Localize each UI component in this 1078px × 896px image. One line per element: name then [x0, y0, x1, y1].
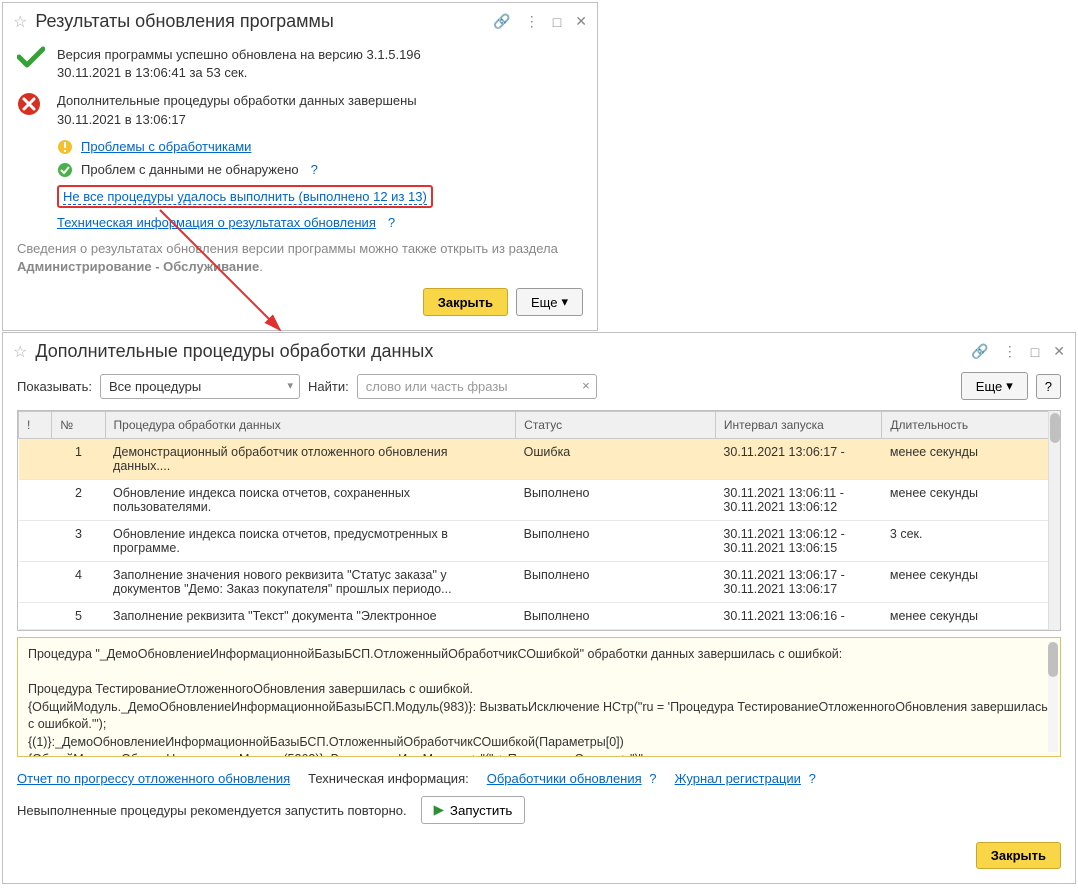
- help-icon[interactable]: ?: [649, 771, 656, 786]
- find-input[interactable]: слово или часть фразы ×: [357, 374, 597, 399]
- chevron-down-icon: ▾: [1006, 378, 1013, 394]
- success-status-row: Версия программы успешно обновлена на ве…: [17, 46, 583, 82]
- highlight-box: Не все процедуры удалось выполнить (выпо…: [57, 185, 433, 208]
- help-button[interactable]: ?: [1036, 374, 1061, 399]
- procedures-table: ! № Процедура обработки данных Статус Ин…: [18, 411, 1060, 630]
- success-line2: 30.11.2021 в 13:06:41 за 53 сек.: [57, 64, 583, 82]
- show-select[interactable]: Все процедуры: [100, 374, 300, 399]
- fail-status-row: Дополнительные процедуры обработки данны…: [17, 92, 583, 128]
- col-excl[interactable]: !: [19, 412, 52, 439]
- col-num[interactable]: №: [52, 412, 105, 439]
- procedures-table-wrap: ! № Процедура обработки данных Статус Ин…: [17, 410, 1061, 631]
- hint-text: Сведения о результатах обновления версии…: [17, 240, 583, 276]
- no-problems-text: Проблем с данными не обнаружено: [81, 162, 299, 177]
- ok-icon: [57, 162, 73, 178]
- clear-icon[interactable]: ×: [582, 378, 590, 393]
- table-row[interactable]: 3Обновление индекса поиска отчетов, пред…: [19, 521, 1060, 562]
- progress-report-link[interactable]: Отчет по прогрессу отложенного обновлени…: [17, 771, 290, 786]
- rerun-hint: Невыполненные процедуры рекомендуется за…: [17, 803, 407, 818]
- col-proc[interactable]: Процедура обработки данных: [105, 412, 516, 439]
- more-button[interactable]: Еще ▾: [516, 288, 583, 316]
- window-title: Результаты обновления программы: [35, 11, 485, 32]
- run-button[interactable]: ▶ Запустить: [421, 796, 526, 824]
- table-row[interactable]: 4Заполнение значения нового реквизита "С…: [19, 562, 1060, 603]
- table-row[interactable]: 5Заполнение реквизита "Текст" документа …: [19, 603, 1060, 630]
- event-log-link[interactable]: Журнал регистрации: [675, 771, 801, 786]
- titlebar: ☆ Результаты обновления программы 🔗 ⋮ □ …: [3, 3, 597, 40]
- help-icon[interactable]: ?: [809, 771, 816, 786]
- table-row[interactable]: 1Демонстрационный обработчик отложенного…: [19, 439, 1060, 480]
- col-duration[interactable]: Длительность: [882, 412, 1060, 439]
- link-icon[interactable]: 🔗: [493, 13, 510, 30]
- table-scrollbar[interactable]: [1048, 411, 1060, 630]
- error-details-panel: Процедура "_ДемоОбновлениеИнформационной…: [17, 637, 1061, 757]
- success-line1: Версия программы успешно обновлена на ве…: [57, 46, 583, 64]
- tech-info-label: Техническая информация:: [308, 771, 469, 786]
- link-icon[interactable]: 🔗: [971, 343, 988, 360]
- play-icon: ▶: [434, 802, 444, 818]
- help-icon[interactable]: ?: [311, 162, 318, 177]
- check-icon: [17, 46, 45, 68]
- panel-scrollbar[interactable]: [1048, 642, 1058, 752]
- procedures-window: ☆ Дополнительные процедуры обработки дан…: [2, 332, 1076, 884]
- find-label: Найти:: [308, 379, 349, 394]
- not-all-procedures-link[interactable]: Не все процедуры удалось выполнить (выпо…: [63, 189, 427, 205]
- kebab-icon[interactable]: ⋮: [525, 13, 539, 30]
- maximize-icon[interactable]: □: [1031, 344, 1039, 360]
- fail-line2: 30.11.2021 в 13:06:17: [57, 111, 583, 129]
- close-button[interactable]: Закрыть: [423, 288, 508, 316]
- more-button[interactable]: Еще ▾: [961, 372, 1028, 400]
- close-icon[interactable]: ✕: [1053, 343, 1065, 360]
- problems-link[interactable]: Проблемы с обработчиками: [81, 139, 251, 154]
- show-label: Показывать:: [17, 379, 92, 394]
- error-icon: [17, 92, 41, 116]
- close-icon[interactable]: ✕: [575, 13, 587, 30]
- close-button[interactable]: Закрыть: [976, 842, 1061, 869]
- chevron-down-icon: ▾: [561, 294, 568, 310]
- table-row[interactable]: 2Обновление индекса поиска отчетов, сохр…: [19, 480, 1060, 521]
- col-interval[interactable]: Интервал запуска: [715, 412, 881, 439]
- window-title: Дополнительные процедуры обработки данны…: [35, 341, 963, 362]
- favorite-icon[interactable]: ☆: [13, 342, 27, 362]
- kebab-icon[interactable]: ⋮: [1003, 343, 1017, 360]
- col-status[interactable]: Статус: [516, 412, 716, 439]
- handlers-link[interactable]: Обработчики обновления: [487, 771, 642, 786]
- titlebar: ☆ Дополнительные процедуры обработки дан…: [3, 333, 1075, 370]
- tech-info-link[interactable]: Техническая информация о результатах обн…: [57, 215, 376, 230]
- update-results-window: ☆ Результаты обновления программы 🔗 ⋮ □ …: [2, 2, 598, 331]
- fail-line1: Дополнительные процедуры обработки данны…: [57, 92, 583, 110]
- maximize-icon[interactable]: □: [553, 14, 561, 30]
- help-icon[interactable]: ?: [388, 215, 395, 230]
- warning-icon: [57, 139, 73, 155]
- favorite-icon[interactable]: ☆: [13, 12, 27, 32]
